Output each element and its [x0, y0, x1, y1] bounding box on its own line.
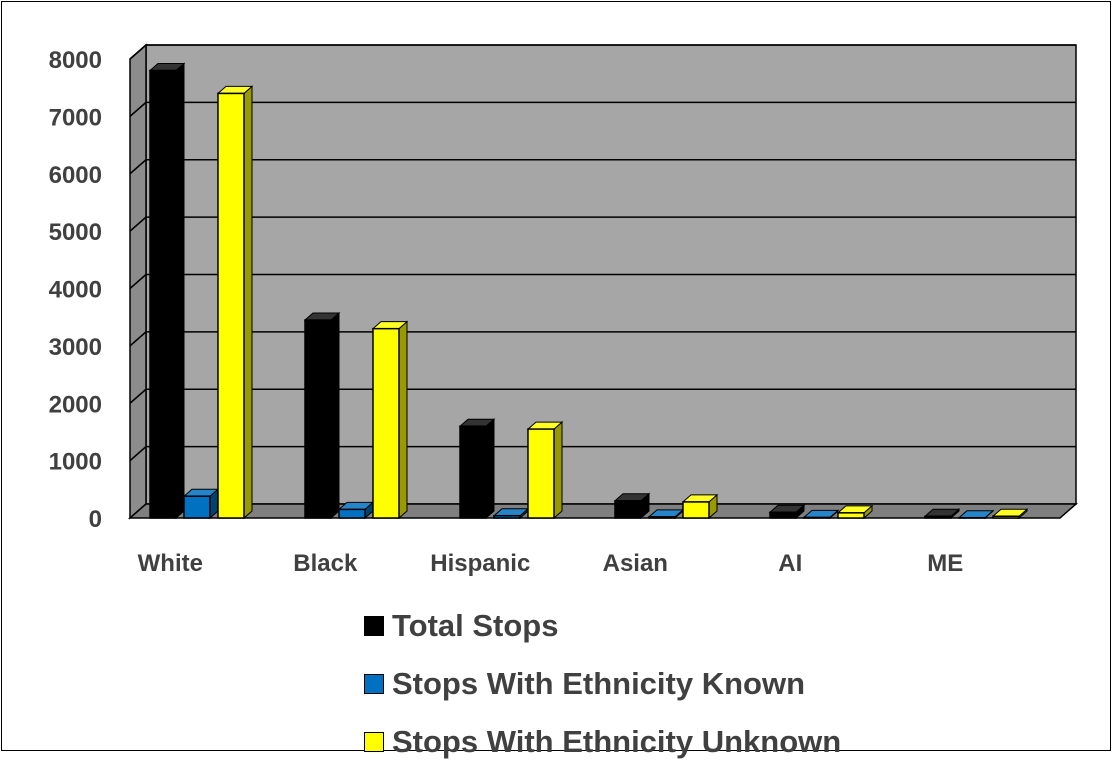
- chart-frame: 0 1000 2000 3000 4000 5000 6000 7000 8000 White B…: [1, 1, 1111, 751]
- bar-side: [554, 422, 562, 518]
- x-tick-label: Hispanic: [430, 550, 530, 577]
- bar-front: [649, 517, 675, 518]
- bar-front: [184, 496, 210, 518]
- legend-swatch: [364, 616, 384, 636]
- x-tick-label: Black: [293, 550, 358, 577]
- x-tick-label: AI: [778, 550, 802, 577]
- y-tick-label: 5000: [49, 219, 102, 246]
- y-axis-ticks: 0 1000 2000 3000 4000 5000 6000 7000 8000: [49, 47, 102, 533]
- bar: [339, 502, 373, 518]
- bar-side: [331, 313, 339, 518]
- bar-side: [244, 86, 252, 518]
- bar-front: [460, 426, 486, 518]
- bar-side: [486, 419, 494, 518]
- bar-front: [683, 502, 709, 518]
- legend-item-total-stops: Total Stops: [364, 597, 841, 655]
- bar: [528, 422, 562, 518]
- bar: [150, 63, 184, 518]
- bar-front: [804, 517, 830, 518]
- x-axis-categories: White Black Hispanic Asian AI ME: [138, 550, 964, 577]
- x-tick-label: White: [138, 550, 203, 577]
- y-tick-label: 3000: [49, 334, 102, 361]
- bar-side: [176, 63, 184, 518]
- bar-front: [218, 93, 244, 518]
- bar-front: [993, 516, 1019, 518]
- bar-side: [399, 322, 407, 518]
- bar: [615, 494, 649, 518]
- bar: [770, 505, 804, 518]
- legend-swatch: [364, 732, 384, 752]
- legend-label: Total Stops: [392, 608, 558, 644]
- bar-front: [615, 501, 641, 518]
- y-tick-label: 2000: [49, 391, 102, 418]
- bar-front: [494, 516, 520, 518]
- legend: Total Stops Stops With Ethnicity Known S…: [364, 597, 841, 771]
- y-tick-label: 1000: [49, 449, 102, 476]
- bar-front: [150, 70, 176, 518]
- y-tick-label: 8000: [49, 47, 102, 74]
- bar: [683, 495, 717, 518]
- legend-label: Stops With Ethnicity Known: [392, 666, 805, 702]
- x-tick-label: ME: [927, 550, 963, 577]
- bar-front: [305, 320, 331, 518]
- y-tick-label: 0: [89, 506, 102, 533]
- bar-front: [770, 512, 796, 518]
- bar: [373, 322, 407, 518]
- legend-label: Stops With Ethnicity Unknown: [392, 724, 841, 760]
- bar: [184, 489, 218, 518]
- legend-swatch: [364, 674, 384, 694]
- bar: [218, 86, 252, 518]
- bar-front: [373, 329, 399, 518]
- x-tick-label: Asian: [603, 550, 668, 577]
- y-tick-label: 6000: [49, 162, 102, 189]
- legend-item-ethnicity-known: Stops With Ethnicity Known: [364, 655, 841, 713]
- y-tick-label: 7000: [49, 104, 102, 131]
- y-tick-label: 4000: [49, 277, 102, 304]
- bar-front: [528, 429, 554, 518]
- bar-front: [838, 513, 864, 518]
- bar-front: [339, 509, 365, 518]
- legend-item-ethnicity-unknown: Stops With Ethnicity Unknown: [364, 713, 841, 771]
- bar: [460, 419, 494, 518]
- bar-front: [925, 516, 951, 518]
- bar: [305, 313, 339, 518]
